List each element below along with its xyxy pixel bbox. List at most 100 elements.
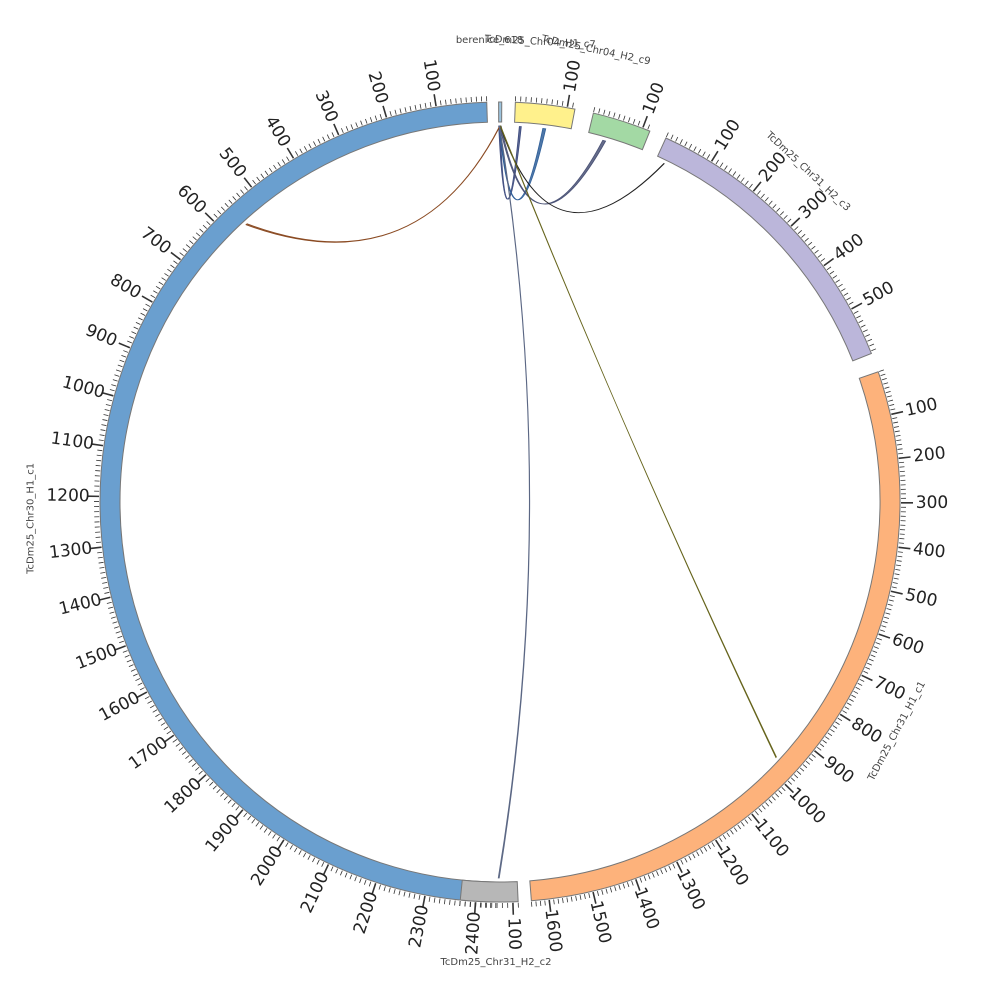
- minor-tick: [369, 882, 371, 887]
- minor-tick: [863, 330, 868, 332]
- minor-tick: [640, 878, 642, 883]
- minor-tick: [179, 748, 183, 751]
- minor-tick: [689, 144, 691, 148]
- minor-tick: [129, 336, 134, 338]
- minor-tick: [182, 752, 186, 755]
- minor-tick: [183, 249, 187, 252]
- minor-tick: [823, 740, 827, 743]
- minor-tick: [207, 221, 211, 224]
- minor-tick: [111, 617, 116, 618]
- minor-tick: [671, 135, 673, 140]
- link-ribbon-c1_31: [500, 126, 776, 758]
- major-tick: [814, 751, 823, 758]
- minor-tick: [277, 837, 280, 841]
- minor-tick: [192, 763, 196, 766]
- minor-tick: [800, 768, 804, 771]
- tick-label-c1_30-100: 100: [419, 58, 444, 93]
- minor-tick: [703, 152, 706, 156]
- minor-tick: [444, 899, 445, 904]
- minor-tick: [887, 396, 892, 397]
- minor-tick: [98, 557, 103, 558]
- minor-tick: [734, 828, 737, 832]
- minor-tick: [895, 569, 900, 570]
- segment-c4_chr04: [515, 102, 575, 128]
- minor-tick: [138, 683, 142, 685]
- minor-tick: [623, 116, 625, 121]
- minor-tick: [584, 894, 585, 899]
- minor-tick: [394, 889, 395, 894]
- minor-tick: [896, 565, 901, 566]
- tick-label-c3_chr31-500: 500: [860, 277, 898, 310]
- minor-tick: [890, 409, 895, 410]
- minor-tick: [439, 898, 440, 903]
- minor-tick: [327, 135, 329, 140]
- minor-tick: [161, 723, 165, 726]
- minor-tick: [138, 318, 142, 320]
- minor-tick: [788, 781, 792, 784]
- minor-tick: [127, 341, 132, 343]
- minor-tick: [864, 671, 869, 673]
- minor-tick: [723, 835, 726, 839]
- minor-tick: [828, 733, 832, 736]
- minor-tick: [96, 542, 101, 543]
- minor-tick: [874, 647, 879, 649]
- tick-label-c1_30-1700: 1700: [125, 733, 172, 774]
- minor-tick: [257, 177, 260, 181]
- minor-tick: [268, 831, 271, 835]
- minor-tick: [313, 141, 315, 145]
- minor-tick: [606, 889, 607, 894]
- minor-tick: [185, 755, 189, 758]
- minor-tick: [104, 415, 109, 416]
- tick-label-c1_30-1000: 1000: [60, 372, 107, 403]
- minor-tick: [889, 600, 894, 601]
- minor-tick: [765, 803, 768, 807]
- minor-tick: [110, 390, 115, 391]
- minor-tick: [173, 261, 177, 264]
- minor-tick: [661, 869, 663, 874]
- tick-label-c1_31-1400: 1400: [630, 885, 663, 932]
- minor-tick: [821, 258, 825, 261]
- tick-label-c1_31-400: 400: [912, 539, 947, 563]
- minor-tick: [120, 360, 125, 362]
- minor-tick: [405, 107, 406, 112]
- minor-tick: [133, 674, 138, 676]
- minor-tick: [897, 556, 902, 557]
- minor-tick: [252, 819, 255, 823]
- minor-tick: [871, 655, 876, 657]
- minor-tick: [729, 169, 732, 173]
- minor-tick: [689, 856, 691, 860]
- minor-tick: [189, 241, 193, 244]
- minor-tick: [108, 607, 113, 608]
- minor-tick: [727, 833, 730, 837]
- minor-tick: [102, 582, 107, 583]
- minor-tick: [896, 440, 901, 441]
- minor-tick: [883, 621, 888, 622]
- minor-tick: [193, 237, 197, 240]
- minor-tick: [228, 800, 231, 804]
- minor-tick: [676, 137, 678, 141]
- minor-tick: [425, 103, 426, 108]
- minor-tick: [552, 99, 553, 104]
- minor-tick: [738, 825, 741, 829]
- minor-tick: [261, 174, 264, 178]
- tick-label-c1_31-200: 200: [912, 443, 946, 466]
- minor-tick: [846, 297, 850, 300]
- minor-tick: [765, 197, 768, 201]
- minor-tick: [885, 387, 890, 388]
- minor-tick: [241, 190, 244, 194]
- tick-label-c1_31-800: 800: [847, 714, 885, 748]
- minor-tick: [146, 304, 150, 306]
- chromosome-label-c9_chr04: TcDm25_Chr04_H2_c9: [540, 33, 652, 67]
- major-tick: [851, 303, 862, 309]
- minor-tick: [896, 435, 901, 436]
- tick-label-c1_30-600: 600: [173, 181, 210, 218]
- minor-tick: [125, 655, 130, 657]
- minor-tick: [720, 163, 723, 167]
- segment-c9_chr04: [589, 113, 650, 150]
- minor-tick: [195, 767, 199, 770]
- minor-tick: [379, 885, 380, 890]
- minor-tick: [264, 828, 267, 832]
- chromosome-labels: 1002003004005006007008009001000110012001…: [25, 33, 948, 968]
- minor-tick: [107, 602, 112, 603]
- minor-tick: [830, 271, 834, 274]
